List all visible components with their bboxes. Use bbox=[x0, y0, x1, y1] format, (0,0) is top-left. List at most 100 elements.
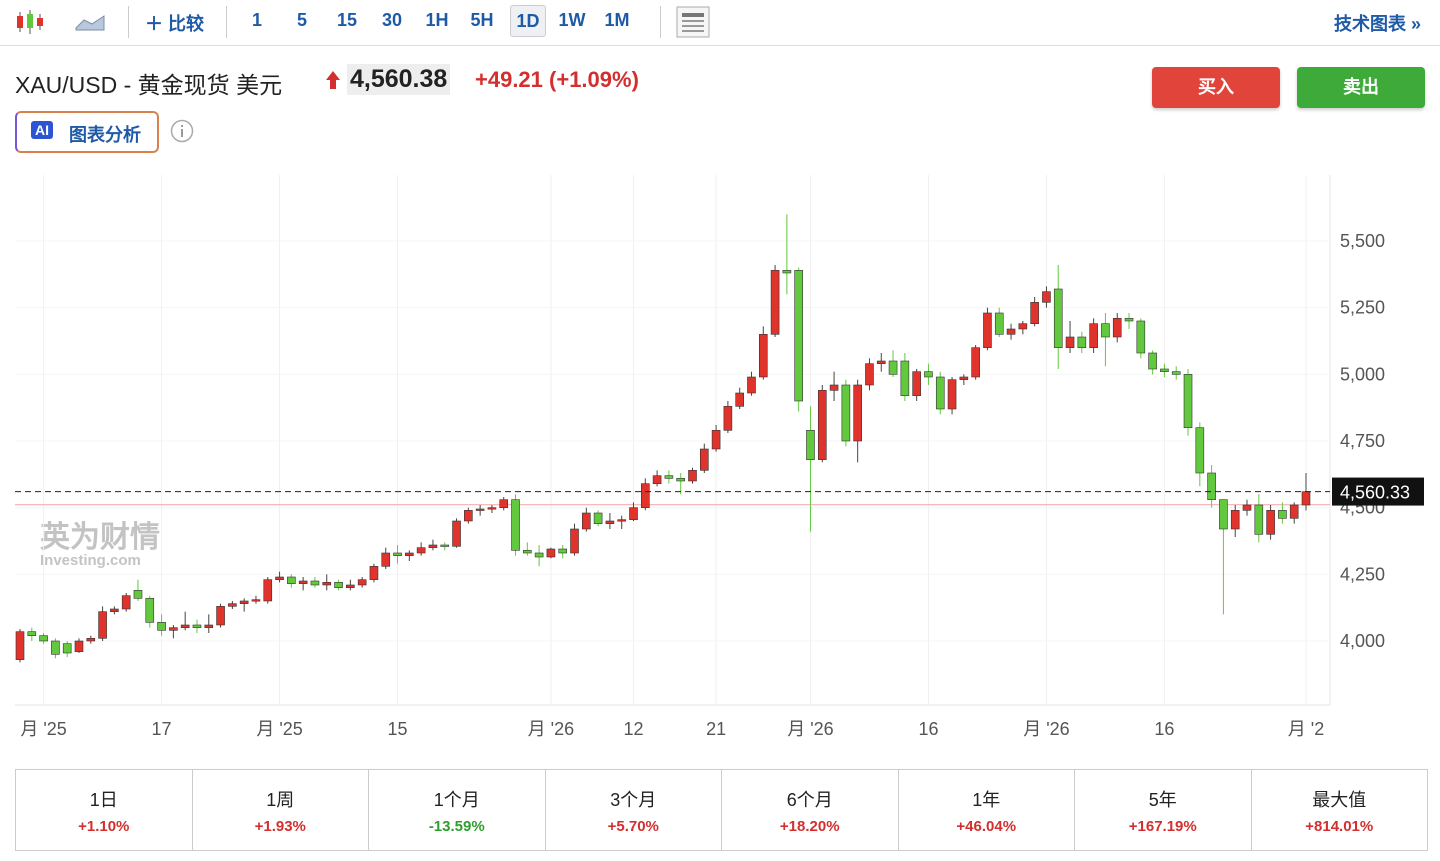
candle-body bbox=[239, 600, 249, 604]
candle-body bbox=[1124, 318, 1134, 322]
performance-cell[interactable]: 1周 +1.93% bbox=[193, 770, 369, 850]
x-tick-label: 月 '25 bbox=[20, 719, 66, 739]
candle-body bbox=[1301, 491, 1311, 506]
candle-body bbox=[558, 548, 568, 554]
x-tick-label: 16 bbox=[1154, 719, 1174, 739]
candle-body bbox=[711, 430, 721, 450]
candle-body bbox=[298, 580, 308, 584]
candle-body bbox=[251, 599, 261, 602]
candle-body bbox=[275, 576, 284, 580]
interval-button[interactable]: 1W bbox=[558, 10, 586, 30]
compare-button[interactable]: ＋ 比较 bbox=[145, 14, 205, 34]
watermark-text: 英为财情 bbox=[40, 521, 160, 554]
interval-button[interactable]: 5 bbox=[296, 10, 307, 30]
candle-body bbox=[452, 520, 461, 547]
candle-body bbox=[853, 384, 862, 442]
candle-body bbox=[971, 347, 980, 378]
performance-cell[interactable]: 5年 +167.19% bbox=[1075, 770, 1252, 850]
ai-badge: AI bbox=[31, 121, 53, 139]
candle-body bbox=[1042, 291, 1051, 303]
buy-button[interactable]: 买入 bbox=[1152, 67, 1280, 108]
candle-body bbox=[959, 376, 969, 380]
candle-body bbox=[27, 631, 37, 636]
candle-body bbox=[1112, 318, 1122, 338]
interval-button[interactable]: 1D bbox=[510, 5, 546, 37]
candle-body bbox=[570, 528, 579, 554]
price-change: +49.21 (+1.09%) bbox=[475, 67, 639, 92]
performance-cell[interactable]: 6个月 +18.20% bbox=[722, 770, 899, 850]
candle-body bbox=[747, 376, 756, 394]
interval-button[interactable]: 1H bbox=[425, 10, 449, 30]
candle-body bbox=[475, 508, 485, 511]
candle-body bbox=[699, 448, 709, 471]
toolbar: ＋ 比较 技术图表 » 1 5 15 30 1H 5H 1D 1W 1M bbox=[0, 0, 1440, 46]
candle-body bbox=[947, 379, 957, 410]
candle-body bbox=[346, 584, 355, 588]
candle-body bbox=[1254, 504, 1264, 535]
candle-body bbox=[228, 603, 237, 607]
candle-body bbox=[1006, 328, 1016, 335]
tech-chart-link[interactable]: 技术图表 » bbox=[1334, 14, 1422, 34]
candle-body bbox=[1101, 323, 1110, 338]
candle-body bbox=[617, 519, 627, 522]
period-label: 1日 bbox=[89, 790, 118, 810]
candle-body bbox=[428, 544, 438, 548]
performance-cell[interactable]: 3个月 +5.70% bbox=[546, 770, 722, 850]
last-price-box bbox=[1332, 477, 1424, 506]
candle-body bbox=[51, 640, 60, 655]
layout-icon[interactable] bbox=[676, 6, 710, 38]
candle-body bbox=[1018, 323, 1028, 330]
candle-body bbox=[204, 624, 214, 628]
x-tick-label: 月 '26 bbox=[787, 719, 833, 739]
candle-body bbox=[121, 595, 131, 610]
performance-cell[interactable]: 1年 +46.04% bbox=[899, 770, 1075, 850]
candle-body bbox=[782, 270, 792, 274]
candle-body bbox=[994, 312, 1004, 335]
candle-body bbox=[1219, 499, 1228, 530]
interval-button[interactable]: 1 bbox=[251, 10, 262, 30]
watermark-text: Investing.com bbox=[40, 552, 141, 569]
ai-label: 图表分析 bbox=[69, 125, 141, 145]
interval-button[interactable]: 1M bbox=[604, 10, 630, 30]
interval-button[interactable]: 15 bbox=[336, 10, 358, 30]
candle-body bbox=[393, 552, 402, 556]
candle-body bbox=[641, 483, 650, 508]
candle-body bbox=[1065, 336, 1075, 348]
symbol-title: XAU/USD - 黄金现货 美元 bbox=[15, 72, 283, 98]
candle-body bbox=[1195, 427, 1205, 474]
candle-body bbox=[334, 582, 343, 588]
candle-body bbox=[157, 622, 166, 631]
performance-cell[interactable]: 1日 +1.10% bbox=[16, 770, 193, 850]
performance-cell[interactable]: 1个月 -13.59% bbox=[369, 770, 546, 850]
candle-body bbox=[900, 360, 910, 396]
candle-body bbox=[582, 512, 591, 530]
interval-button[interactable]: 5H bbox=[470, 10, 494, 30]
candle-body bbox=[133, 590, 143, 599]
candle-body bbox=[381, 552, 391, 567]
candle-body bbox=[1242, 504, 1252, 511]
area-icon[interactable] bbox=[74, 10, 106, 34]
period-label: 最大值 bbox=[1312, 790, 1367, 810]
candle-body bbox=[192, 624, 202, 628]
sell-button[interactable]: 卖出 bbox=[1297, 67, 1425, 108]
candle-body bbox=[1266, 510, 1275, 535]
candle-body bbox=[723, 406, 733, 431]
y-tick-label: 5,500 bbox=[1340, 231, 1385, 251]
interval-button[interactable]: 30 bbox=[381, 10, 403, 30]
candle-body bbox=[357, 579, 367, 586]
candle-icon[interactable] bbox=[14, 8, 46, 36]
candle-body bbox=[62, 643, 72, 654]
info-icon[interactable] bbox=[170, 119, 194, 143]
candle-body bbox=[464, 510, 473, 522]
x-tick-label: 16 bbox=[918, 719, 938, 739]
y-tick-label: 5,000 bbox=[1340, 364, 1385, 384]
candle-body bbox=[865, 363, 874, 386]
ai-analysis-button[interactable]: AI 图表分析 bbox=[15, 111, 159, 153]
candle-body bbox=[794, 270, 803, 402]
candle-body bbox=[888, 360, 898, 375]
x-tick-label: 21 bbox=[706, 719, 726, 739]
x-tick-label: 月 '25 bbox=[256, 719, 302, 739]
candle-body bbox=[310, 580, 320, 586]
candle-body bbox=[322, 582, 332, 586]
performance-cell[interactable]: 最大值 +814.01% bbox=[1252, 770, 1428, 850]
